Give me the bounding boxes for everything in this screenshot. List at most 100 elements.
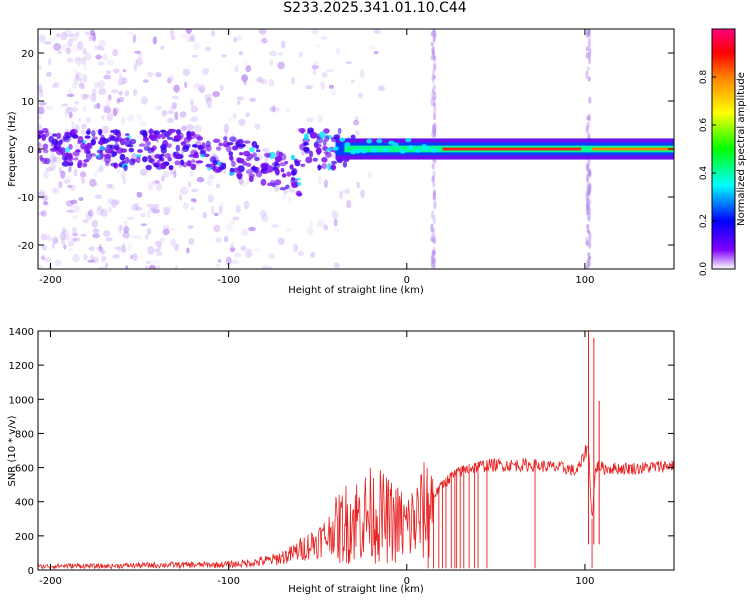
band-blob xyxy=(246,153,254,160)
band-blob xyxy=(225,145,232,153)
band-blob xyxy=(266,165,274,173)
noise-blob xyxy=(58,181,63,189)
noise-blob xyxy=(82,48,87,55)
streak-blob xyxy=(433,91,437,101)
noise-blob xyxy=(85,52,92,61)
noise-blob xyxy=(88,209,94,217)
band-blob xyxy=(56,132,62,139)
noise-blob xyxy=(188,117,194,122)
band-blob xyxy=(331,160,338,165)
signal-blob xyxy=(399,149,406,154)
band-blob xyxy=(112,151,118,157)
band-blob xyxy=(245,169,253,175)
streak-blob xyxy=(432,102,436,107)
noise-blob xyxy=(88,33,96,40)
band-blob xyxy=(317,164,322,171)
band-blob xyxy=(72,134,79,139)
noise-blob xyxy=(169,29,175,37)
noise-blob xyxy=(219,206,223,215)
band-blob xyxy=(84,135,91,139)
noise-blob xyxy=(70,199,78,205)
noise-blob xyxy=(271,224,279,228)
band-blob xyxy=(119,153,126,161)
noise-blob xyxy=(231,259,239,265)
noise-blob xyxy=(276,107,280,112)
band-blob xyxy=(168,165,173,170)
page-title: S233.2025.341.01.10.C44 xyxy=(283,0,467,16)
noise-blob xyxy=(353,120,360,126)
noise-blob xyxy=(62,229,70,237)
x-tick-label: 100 xyxy=(575,576,594,587)
noise-blob xyxy=(142,79,149,83)
noise-blob xyxy=(325,69,334,73)
signal-blob xyxy=(344,142,351,147)
noise-blob xyxy=(80,233,87,237)
noise-blob xyxy=(193,42,200,51)
noise-blob xyxy=(91,219,99,228)
noise-blob xyxy=(118,91,123,96)
noise-blob xyxy=(100,255,107,263)
noise-blob xyxy=(298,137,302,142)
noise-blob xyxy=(51,187,57,195)
noise-blob xyxy=(67,38,73,48)
band-blob xyxy=(136,156,141,164)
noise-blob xyxy=(212,91,221,98)
noise-blob xyxy=(272,104,276,113)
band-blob xyxy=(161,132,166,140)
y-tick-label: 800 xyxy=(15,429,34,440)
noise-blob xyxy=(64,111,69,117)
noise-blob xyxy=(146,228,152,235)
noise-blob xyxy=(117,245,122,254)
noise-blob xyxy=(154,240,163,247)
noise-blob xyxy=(119,224,123,231)
noise-blob xyxy=(188,181,192,188)
noise-blob xyxy=(331,210,339,219)
noise-blob xyxy=(188,38,197,43)
noise-blob xyxy=(225,256,232,265)
y-tick-label: 600 xyxy=(15,464,34,475)
noise-blob xyxy=(114,70,119,75)
noise-blob xyxy=(38,212,44,216)
noise-blob xyxy=(38,83,43,93)
noise-blob xyxy=(231,220,235,225)
noise-blob xyxy=(169,171,175,175)
streak-blob xyxy=(433,257,437,263)
noise-blob xyxy=(168,227,177,232)
noise-blob xyxy=(72,106,78,113)
band-blob xyxy=(173,153,181,159)
noise-blob xyxy=(43,170,50,179)
noise-blob xyxy=(305,85,313,90)
noise-blob xyxy=(114,199,120,205)
noise-blob xyxy=(268,253,276,260)
colorbar-ticks: 0.0 0.2 0.4 0.6 0.8 xyxy=(699,70,716,276)
noise-blob xyxy=(77,41,84,51)
noise-blob xyxy=(121,245,127,253)
band-blob xyxy=(180,159,185,166)
noise-blob xyxy=(309,220,313,228)
noise-blob xyxy=(83,93,91,99)
streak-blob xyxy=(586,173,590,183)
band-blob xyxy=(255,144,259,149)
noise-blob xyxy=(132,33,137,43)
noise-blob xyxy=(156,247,163,254)
band-blob xyxy=(90,138,96,146)
noise-blob xyxy=(94,182,99,186)
noise-blob xyxy=(105,99,111,106)
noise-blob xyxy=(81,129,87,135)
band-blob xyxy=(61,152,70,157)
noise-blob xyxy=(154,265,160,269)
noise-blob xyxy=(148,182,154,191)
band-blob xyxy=(215,146,222,151)
band-blob xyxy=(124,156,130,164)
noise-blob xyxy=(67,87,73,95)
noise-blob xyxy=(64,232,72,242)
noise-blob xyxy=(78,82,85,89)
noise-blob xyxy=(171,95,180,100)
noise-blob xyxy=(186,124,194,131)
streak-blob xyxy=(433,112,437,121)
noise-blob xyxy=(60,170,66,179)
noise-blob xyxy=(40,255,45,260)
signal-blob xyxy=(372,148,379,153)
noise-blob xyxy=(183,202,189,210)
colorbar-tick-label: 0.6 xyxy=(699,118,709,133)
